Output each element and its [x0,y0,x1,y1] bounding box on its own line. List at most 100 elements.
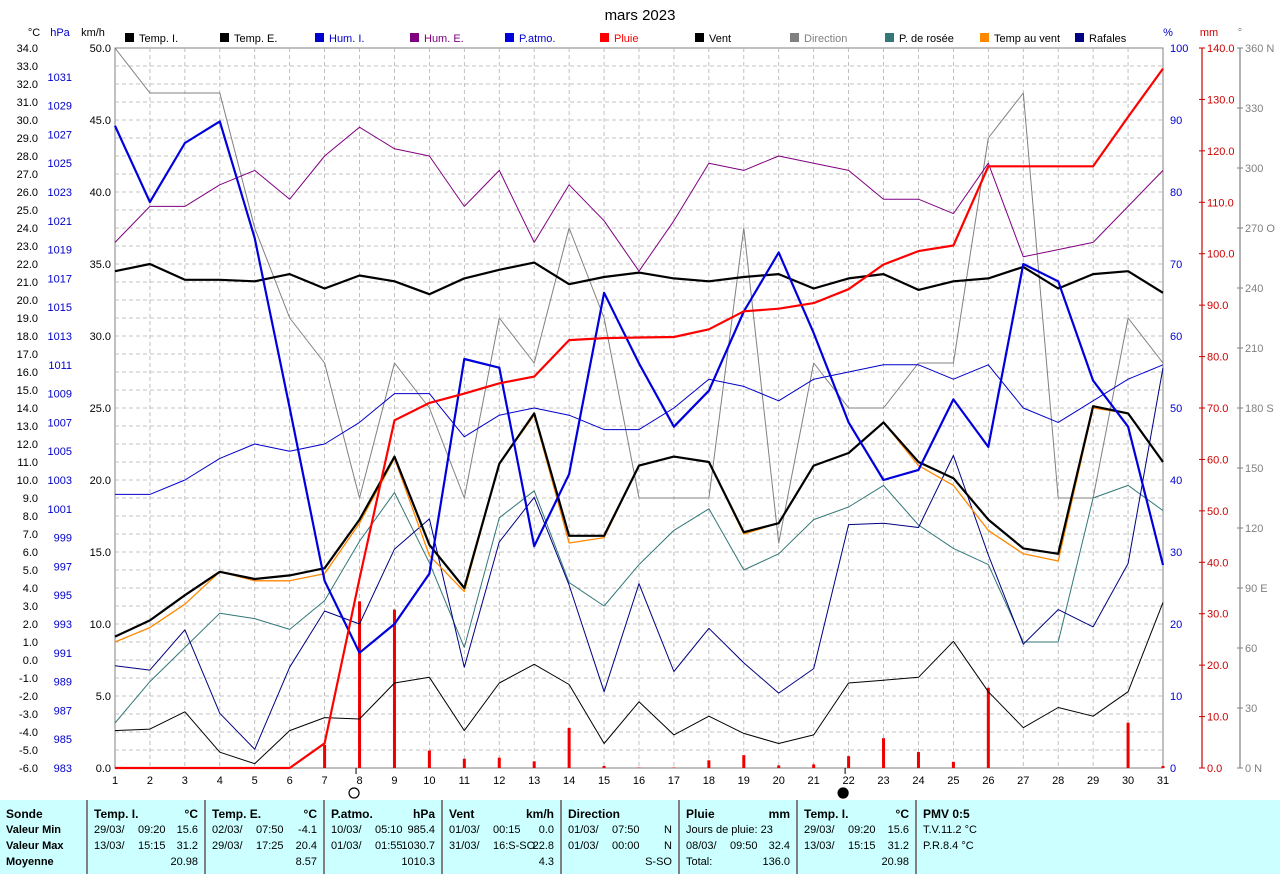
series-line-direction [114,47,1164,544]
stats-row: Total: 136.0 [686,854,790,870]
stats-time: 17:25 [256,840,284,852]
hpa-tick: 985 [54,734,72,746]
stats-date: 13/03/ [94,840,125,852]
temp-tick: 20.0 [17,295,38,307]
stats-header-name: Pluie [686,807,715,821]
stats-label-max: Valeur Max [6,840,64,852]
day-tick: 16 [633,775,645,787]
hpa-tick: 1029 [48,101,72,113]
rain-bar [602,765,606,768]
stats-row: 10/03/05:10 985.4 [331,822,435,838]
mm-tick: 90.0 [1207,300,1228,312]
legend-swatch [315,33,324,42]
temp-tick: 5.0 [23,565,38,577]
hum-tick: 20 [1170,619,1182,631]
stats-header-name: P.atmo. [331,807,373,821]
day-tick: 6 [287,775,293,787]
stats-header-name: PMV 0:5 [923,807,970,821]
dir-tick: 90 E [1245,583,1268,595]
day-tick: 18 [703,775,715,787]
hpa-tick: 987 [54,705,72,717]
day-tick: 5 [252,775,258,787]
temp-tick: 19.0 [17,313,38,325]
hum-tick: 30 [1170,547,1182,559]
mm-tick: 130.0 [1207,94,1235,106]
mm-tick: 70.0 [1207,403,1228,415]
day-tick: 23 [877,775,889,787]
rain-bar [672,767,676,768]
mm-tick: 10.0 [1207,712,1228,724]
stats-header: Vent km/h [449,806,554,822]
day-tick: 20 [773,775,785,787]
rain-bar [567,727,571,768]
stats-time: 01:55 [375,840,403,852]
stats-date: T.V.11.2 °C [923,824,977,836]
stats-panel: PMV 0:5 T.V.11.2 °C P.R.8.4 °C [917,800,1037,874]
stats-row: 08/03/09:50 32.4 [686,838,790,854]
stats-value: 22.8 [532,840,554,852]
legend-swatch [125,33,134,42]
rain-bar [1126,722,1130,768]
stats-header-name: Direction [568,807,621,821]
day-tick: 3 [182,775,188,787]
stats-value: 8.57 [295,856,317,868]
temp-tick: 24.0 [17,223,38,235]
weather-chart: mars 2023 °C hPa km/h34.033.032.031.030.02… [17,7,1275,799]
rain-bar [986,687,990,768]
hum-tick: 0 [1170,763,1176,775]
day-tick: 17 [668,775,680,787]
day-tick: 14 [563,775,575,787]
hpa-tick: 989 [54,677,72,689]
legend-swatch [220,33,229,42]
stats-date: Jours de pluie: 23 [686,824,773,836]
temp-tick: -5.0 [19,745,38,757]
stats-header-unit: mm [768,807,790,821]
day-tick: 22 [842,775,854,787]
day-tick: 28 [1052,775,1064,787]
stats-date: 29/03/ [212,840,243,852]
legend-swatch [980,33,989,42]
stats-row: 1010.3 [331,854,435,870]
legend-label: Vent [709,33,731,45]
stats-row: 13/03/15:15 31.2 [804,838,909,854]
stats-date: 10/03/ [331,824,362,836]
temp-tick: 12.0 [17,439,38,451]
stats-date: 02/03/ [212,824,243,836]
temp-tick: 25.0 [17,205,38,217]
mm-tick: 80.0 [1207,352,1228,364]
hpa-tick: 983 [54,763,72,775]
hpa-tick: 995 [54,590,72,602]
mm-tick: 40.0 [1207,557,1228,569]
stats-row: T.V.11.2 °C [923,822,1031,838]
dir-tick: 30 [1245,703,1257,715]
legend-label: Temp. I. [139,33,178,45]
stats-value: 32.4 [768,840,790,852]
kmh-tick: 25.0 [90,403,111,415]
right-axes: % mm °1009080706050403020100140.0130.0120.… [1163,27,1275,775]
hpa-tick: 1001 [48,504,72,516]
hum-tick: 90 [1170,115,1182,127]
stats-row: 29/03/09:20 15.6 [94,822,198,838]
stats-value: 31.2 [887,840,909,852]
rain-bar [323,744,327,768]
stats-header: PMV 0:5 [923,806,1031,822]
hpa-tick: 1009 [48,389,72,401]
day-tick: 30 [1122,775,1134,787]
rain-bar [847,756,851,768]
stats-time: 09:20 [848,824,876,836]
mm-tick: 30.0 [1207,609,1228,621]
legend-label: Rafales [1089,33,1127,45]
mm-tick: 110.0 [1207,197,1234,209]
stats-value: S-SO [645,856,672,868]
series-line-temp-i [114,602,1164,765]
stats-date: 01/03/ [568,840,599,852]
day-tick: 8 [356,775,362,787]
hpa-tick: 1013 [48,331,72,343]
legend-label: Hum. E. [424,33,464,45]
rain-bar [1161,765,1165,768]
day-tick: 7 [322,775,328,787]
series-line-rafales [114,367,1164,750]
series-lines [113,47,1165,770]
rain-bar [637,767,641,768]
temp-tick: 33.0 [17,61,38,73]
